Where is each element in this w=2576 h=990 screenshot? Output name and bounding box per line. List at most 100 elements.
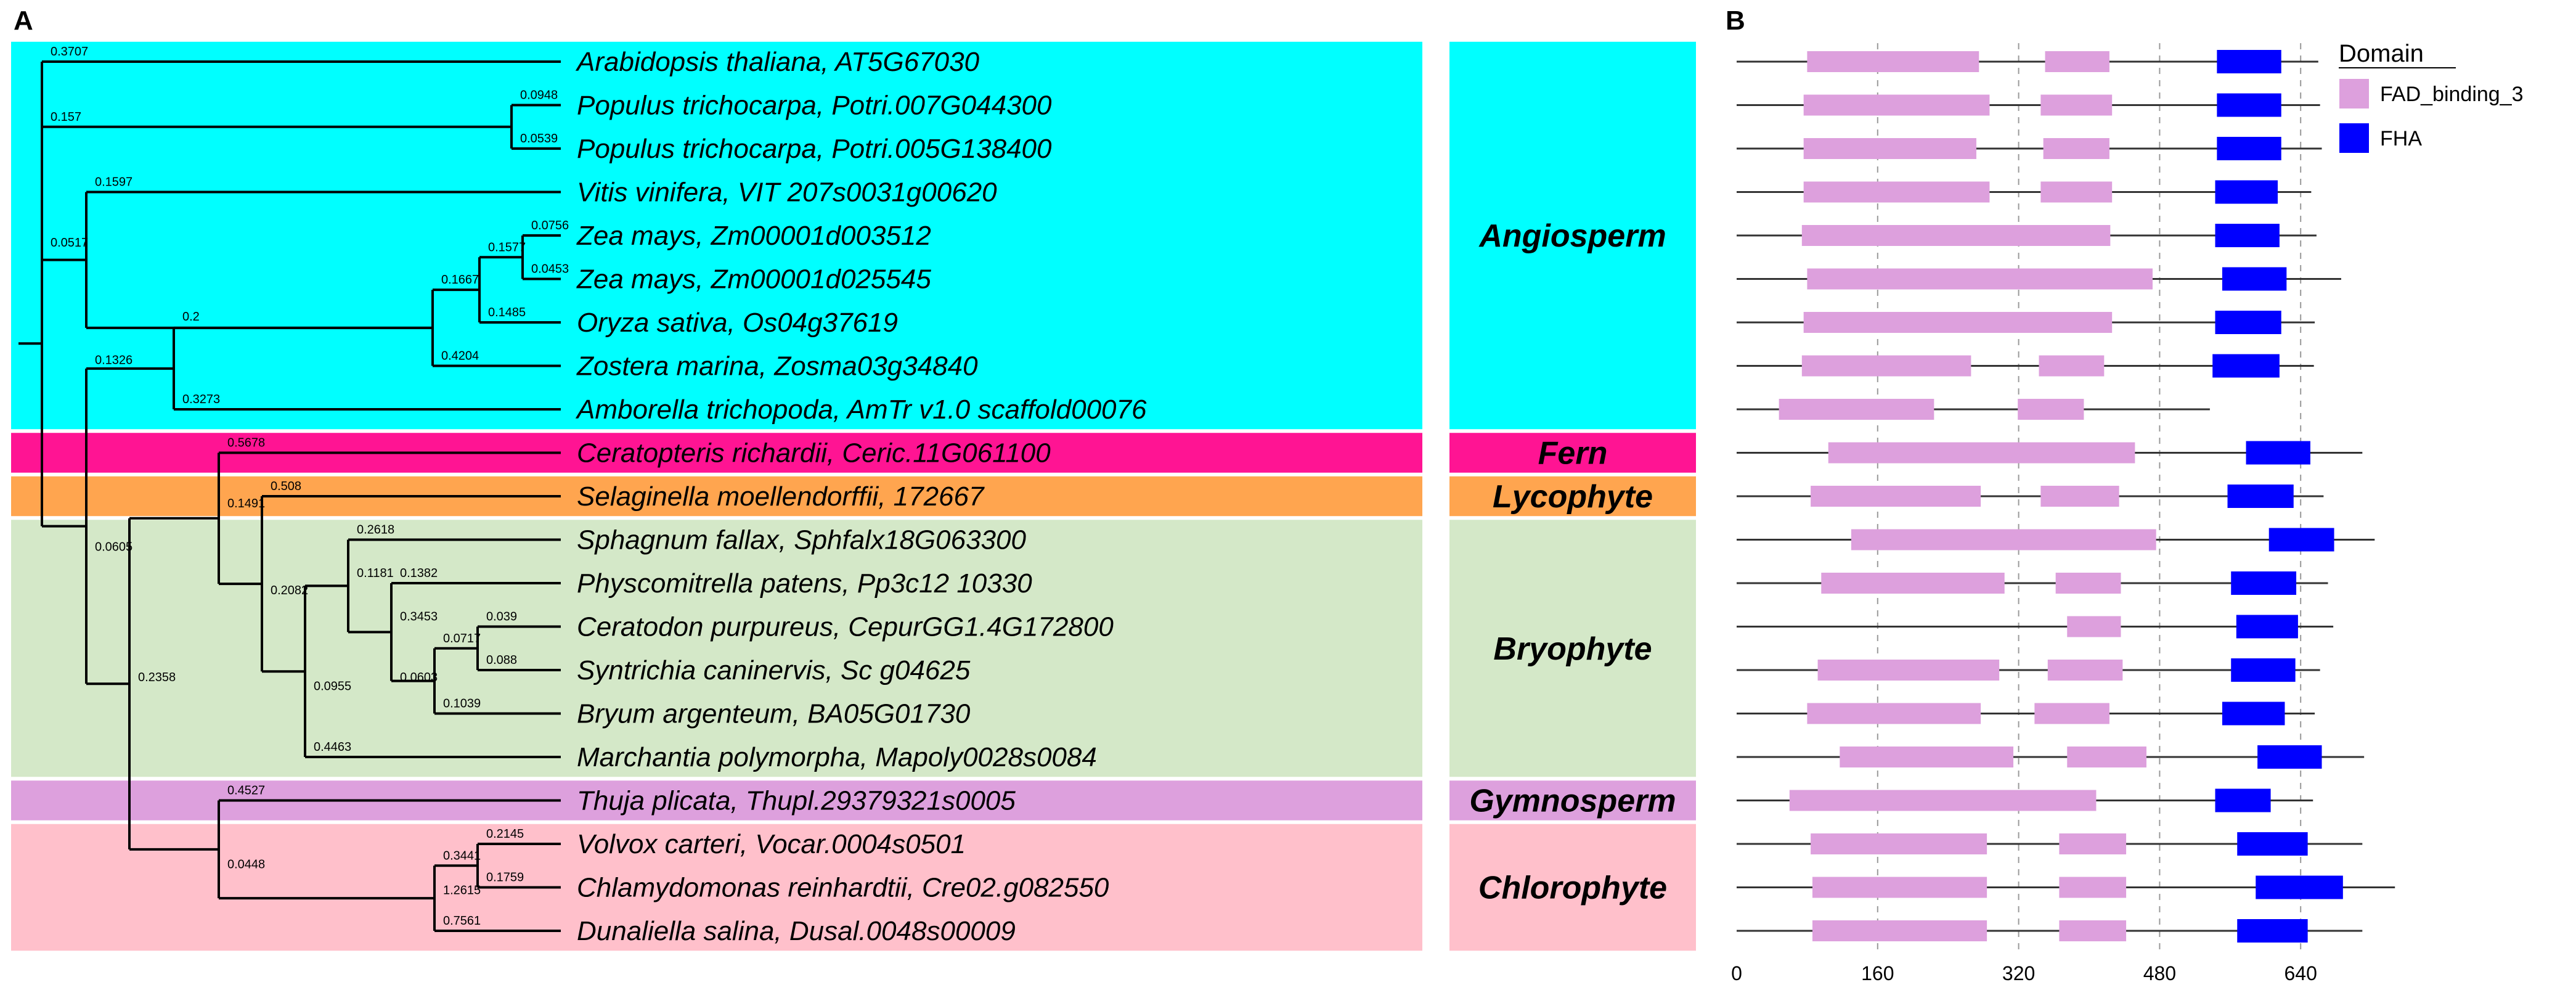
legend-swatch [2339, 123, 2369, 153]
branch-length-label: 0.1382 [400, 567, 438, 580]
branch-length-label: 0.0605 [95, 541, 132, 554]
domain-fad-binding-3 [1803, 181, 1990, 203]
branch-length-label: 0.3441 [443, 849, 481, 862]
clade-box-bryophyte [1449, 520, 1696, 777]
domain-fad-binding-3 [1851, 529, 2156, 550]
clade-label-boxes: Angiosperm Fern Lycophyte Bryophyte Gymnospe… [1449, 41, 1696, 951]
branch-length-label: 0.0756 [531, 219, 569, 232]
domain-fad-binding-3 [1807, 268, 2153, 290]
domain-fad-binding-3 [2055, 573, 2121, 594]
domain-fad-binding-3 [1828, 442, 2135, 464]
domain-fha [2256, 875, 2343, 899]
domain-fad-binding-3 [1807, 51, 1979, 72]
taxon-label: Zostera marina, Zosma03g34840 [576, 351, 978, 382]
taxon-label: Thuja plicata, Thupl.29379321s0005 [577, 786, 1016, 816]
domain-fad-binding-3 [2039, 355, 2105, 377]
legend-label: FAD_binding_3 [2380, 83, 2524, 106]
domain-fha [2222, 267, 2287, 291]
domain-fad-binding-3 [2059, 920, 2127, 941]
taxon-label: Selaginella moellendorffii, 172667 [577, 481, 985, 512]
clade-box-angiosperm [1449, 41, 1696, 430]
branch-length-label: 0.0955 [314, 679, 351, 693]
domain-fad-binding-3 [1779, 399, 1934, 420]
clade-band-lycophyte [11, 476, 1422, 517]
branch-length-label: 0.3273 [182, 393, 220, 406]
branch-length-label: 0.3707 [51, 45, 88, 59]
taxon-label: Volvox carteri, Vocar.0004s0501 [577, 829, 966, 859]
branch-length-label: 0.0517 [51, 236, 88, 250]
branch-length-label: 0.2082 [271, 584, 308, 597]
domain-fad-binding-3 [2040, 94, 2113, 116]
domain-fha [2268, 528, 2334, 552]
branch-length-label: 0.1759 [486, 871, 524, 885]
branch-length-label: 0.1491 [227, 497, 265, 510]
taxon-label: Dunaliella salina, Dusal.0048s00009 [577, 916, 1016, 946]
domain-fha [2227, 485, 2294, 508]
clade-label: Gymnosperm [1469, 783, 1676, 819]
domain-fad-binding-3 [1812, 877, 1987, 898]
branch-length-label: 0.1039 [443, 697, 481, 711]
domain-fad-binding-3 [1811, 833, 1987, 854]
domain-fad-binding-3 [2067, 747, 2146, 767]
domain-fad-binding-3 [2059, 833, 2127, 854]
branch-length-label: 0.5678 [227, 436, 265, 450]
taxon-label: Zea mays, Zm00001d025545 [576, 264, 931, 295]
domain-fad-binding-3 [2034, 703, 2109, 724]
taxon-label: Syntrichia caninervis, Sc g04625 [577, 655, 971, 685]
axis-tick-label: 640 [2285, 962, 2317, 984]
domain-fad-binding-3 [2067, 616, 2121, 637]
legend-title: Domain [2339, 40, 2424, 67]
clade-label: Angiosperm [1478, 218, 1666, 254]
branch-length-label: 0.157 [51, 110, 81, 124]
domain-fha [2217, 50, 2281, 73]
domain-fha [2215, 180, 2278, 204]
axis-tick-label: 320 [2002, 962, 2035, 984]
clade-box-chlorophyte [1449, 824, 1696, 951]
domain-fad-binding-3 [2047, 660, 2123, 681]
taxon-label: Amborella trichopoda, AmTr v1.0 scaffold… [575, 395, 1147, 425]
clade-band-bryophyte [11, 520, 1422, 777]
branch-length-label: 0.4204 [441, 350, 479, 363]
legend-swatch [2339, 79, 2369, 108]
panel-letter-b: B [1726, 6, 1745, 36]
branch-length-label: 0.2618 [357, 523, 394, 537]
domain-fad-binding-3 [2040, 181, 2113, 203]
taxon-label: Sphagnum fallax, Sphfalx18G063300 [577, 525, 1026, 555]
domain-fad-binding-3 [1801, 355, 1971, 377]
taxon-label: Oryza sativa, Os04g37619 [577, 308, 898, 338]
branch-length-label: 0.0448 [227, 857, 265, 871]
domain-fha [2222, 702, 2285, 726]
legend-label: FHA [2380, 127, 2422, 150]
branch-length-label: 0.4527 [227, 784, 265, 798]
clade-band-chlorophyte [11, 824, 1422, 951]
branch-length-label: 0.4463 [314, 740, 351, 754]
phylogenetic-tree: 0.3707 0.0948 0.0539 0.157 0.1597 0.0756 0.045… [18, 45, 569, 932]
domain-fad-binding-3 [1803, 138, 1976, 159]
branch-length-label: 0.1485 [488, 306, 526, 319]
clade-band-angiosperm [11, 41, 1422, 430]
clade-label: Lycophyte [1493, 479, 1653, 515]
clade-label: Fern [1538, 436, 1608, 472]
domain-fha [2212, 354, 2280, 378]
domain-fad-binding-3 [2045, 51, 2109, 72]
taxon-label: Populus trichocarpa, Potri.007G044300 [577, 91, 1052, 121]
branch-length-label: 0.0948 [520, 89, 558, 102]
taxon-label: Populus trichocarpa, Potri.005G138400 [577, 134, 1052, 164]
domain-fad-binding-3 [1803, 94, 1990, 116]
branch-length-label: 0.1597 [95, 176, 132, 189]
domain-fha [2231, 571, 2297, 595]
taxon-label: Vitis vinifera, VIT 207s0031g00620 [577, 178, 997, 208]
domain-fad-binding-3 [1812, 920, 1987, 941]
domain-fad-binding-3 [2040, 486, 2119, 507]
taxon-label: Physcomitrella patens, Pp3c12 10330 [577, 568, 1032, 599]
domain-fad-binding-3 [1821, 573, 2005, 594]
domain-fha [2237, 832, 2308, 856]
taxon-label: Bryum argenteum, BA05G01730 [577, 699, 971, 729]
taxon-labels: Arabidopsis thaliana, AT5G67030 Populus t… [575, 47, 1147, 946]
clade-box-lycophyte [1449, 476, 1696, 517]
domain-fad-binding-3 [2059, 877, 2127, 898]
branch-length-label: 0.3453 [400, 610, 438, 624]
domain-fad-binding-3 [1811, 486, 1981, 507]
branch-length-label: 0.0539 [520, 132, 558, 145]
branch-length-label: 0.2 [182, 310, 200, 324]
